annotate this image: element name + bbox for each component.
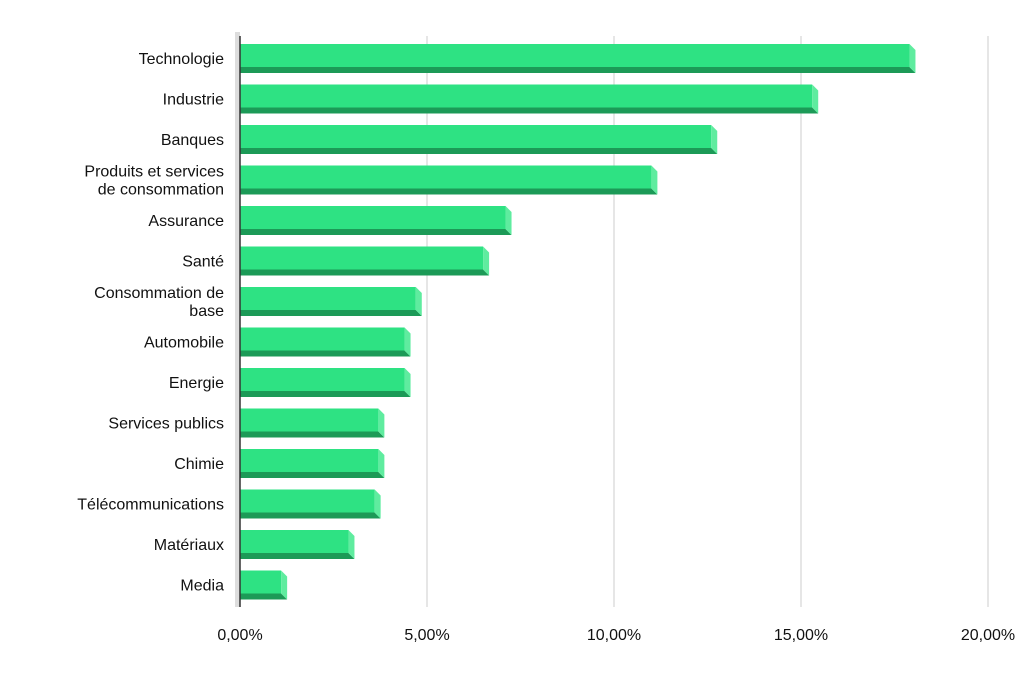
bar bbox=[240, 408, 385, 438]
bar-front-face bbox=[240, 206, 506, 229]
bar-front-face bbox=[240, 530, 349, 553]
bar-bottom-face bbox=[240, 350, 411, 357]
bar bbox=[240, 327, 411, 357]
bar-bottom-face bbox=[240, 269, 490, 276]
category-label: Consommation de bbox=[94, 285, 224, 302]
x-tick-label: 20,00% bbox=[961, 627, 1015, 644]
category-label: Télécommunications bbox=[77, 497, 224, 514]
bar-bottom-face bbox=[240, 391, 411, 397]
bar-end-face bbox=[348, 530, 355, 559]
bar-end-face bbox=[378, 449, 385, 478]
bar bbox=[240, 449, 385, 478]
bar-bottom-face bbox=[240, 229, 512, 235]
bar-front-face bbox=[240, 84, 813, 108]
bar-front-face bbox=[240, 125, 712, 148]
bar-end-face bbox=[651, 165, 658, 195]
bar-end-face bbox=[483, 246, 490, 276]
bar bbox=[240, 489, 381, 519]
bar-end-face bbox=[812, 84, 819, 114]
bar-bottom-face bbox=[240, 512, 381, 519]
bar bbox=[240, 287, 422, 316]
bar-bottom-face bbox=[240, 472, 385, 478]
bar-bottom-face bbox=[240, 553, 355, 559]
bar-end-face bbox=[378, 408, 385, 438]
category-label: Technologie bbox=[139, 51, 225, 68]
category-label: Industrie bbox=[163, 92, 224, 109]
bar-front-face bbox=[240, 287, 416, 310]
bar-front-face bbox=[240, 44, 910, 67]
category-label: Services publics bbox=[108, 416, 224, 433]
category-label: Matériaux bbox=[154, 537, 224, 554]
bar-end-face bbox=[505, 206, 512, 235]
bar-front-face bbox=[240, 368, 405, 391]
category-label: Energie bbox=[169, 375, 224, 392]
category-label: Automobile bbox=[144, 335, 224, 352]
bar-front-face bbox=[240, 165, 652, 189]
category-label: base bbox=[189, 303, 224, 320]
bar bbox=[240, 125, 718, 154]
bar-end-face bbox=[281, 570, 288, 600]
category-label: Media bbox=[180, 578, 224, 595]
bar bbox=[240, 530, 355, 559]
bar-bottom-face bbox=[240, 593, 288, 600]
bar bbox=[240, 44, 916, 73]
bar-end-face bbox=[404, 368, 411, 397]
category-label: de consommation bbox=[98, 182, 224, 199]
x-tick-label: 5,00% bbox=[404, 627, 449, 644]
bar-front-face bbox=[240, 327, 405, 351]
bar-bottom-face bbox=[240, 67, 916, 73]
bar-front-face bbox=[240, 570, 282, 594]
bar-front-face bbox=[240, 408, 379, 432]
bar bbox=[240, 206, 512, 235]
category-label: Assurance bbox=[148, 213, 224, 230]
category-label: Banques bbox=[161, 132, 224, 149]
bar-end-face bbox=[711, 125, 718, 154]
bar bbox=[240, 84, 819, 114]
x-tick-label: 15,00% bbox=[774, 627, 828, 644]
category-label: Produits et services bbox=[84, 164, 224, 181]
axis-floor bbox=[235, 32, 240, 607]
x-tick-label: 0,00% bbox=[217, 627, 262, 644]
bar bbox=[240, 165, 658, 195]
bar-end-face bbox=[909, 44, 916, 73]
category-label: Santé bbox=[182, 254, 224, 271]
bar-end-face bbox=[404, 327, 411, 357]
bar-front-face bbox=[240, 489, 375, 513]
bar bbox=[240, 368, 411, 397]
bar-bottom-face bbox=[240, 107, 819, 114]
x-tick-label: 10,00% bbox=[587, 627, 641, 644]
bar-bottom-face bbox=[240, 310, 422, 316]
bar-front-face bbox=[240, 246, 484, 270]
bar-end-face bbox=[374, 489, 381, 519]
bar-bottom-face bbox=[240, 148, 718, 154]
bar-front-face bbox=[240, 449, 379, 472]
bar-bottom-face bbox=[240, 188, 658, 195]
bar bbox=[240, 570, 288, 600]
bar-end-face bbox=[415, 287, 422, 316]
bar-bottom-face bbox=[240, 431, 385, 438]
bar bbox=[240, 246, 490, 276]
category-label: Chimie bbox=[174, 456, 224, 473]
